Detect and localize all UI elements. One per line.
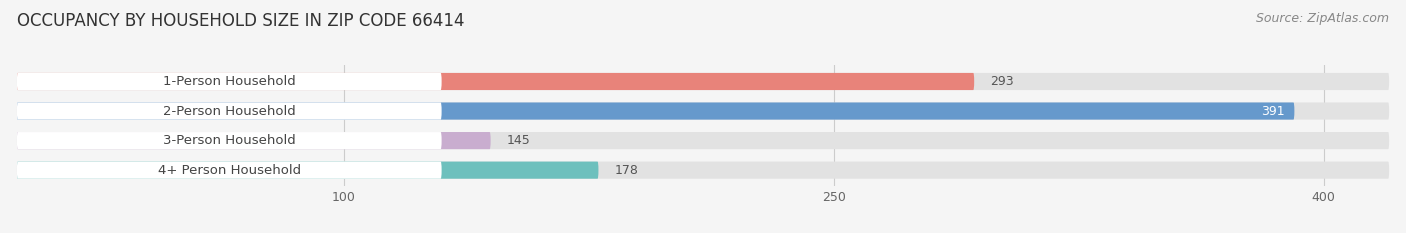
- Text: 1-Person Household: 1-Person Household: [163, 75, 295, 88]
- FancyBboxPatch shape: [17, 132, 441, 149]
- Text: 2-Person Household: 2-Person Household: [163, 105, 295, 117]
- FancyBboxPatch shape: [17, 73, 1389, 90]
- Text: 293: 293: [990, 75, 1014, 88]
- FancyBboxPatch shape: [17, 132, 1389, 149]
- FancyBboxPatch shape: [17, 161, 599, 179]
- FancyBboxPatch shape: [17, 132, 491, 149]
- FancyBboxPatch shape: [17, 103, 1389, 120]
- Text: OCCUPANCY BY HOUSEHOLD SIZE IN ZIP CODE 66414: OCCUPANCY BY HOUSEHOLD SIZE IN ZIP CODE …: [17, 12, 464, 30]
- Text: 391: 391: [1261, 105, 1285, 117]
- FancyBboxPatch shape: [17, 73, 441, 90]
- Text: 145: 145: [508, 134, 530, 147]
- FancyBboxPatch shape: [17, 161, 1389, 179]
- Text: 178: 178: [614, 164, 638, 177]
- Text: Source: ZipAtlas.com: Source: ZipAtlas.com: [1256, 12, 1389, 25]
- FancyBboxPatch shape: [17, 73, 974, 90]
- FancyBboxPatch shape: [17, 161, 441, 179]
- FancyBboxPatch shape: [17, 103, 1295, 120]
- Text: 3-Person Household: 3-Person Household: [163, 134, 295, 147]
- FancyBboxPatch shape: [17, 103, 441, 120]
- Text: 4+ Person Household: 4+ Person Household: [157, 164, 301, 177]
